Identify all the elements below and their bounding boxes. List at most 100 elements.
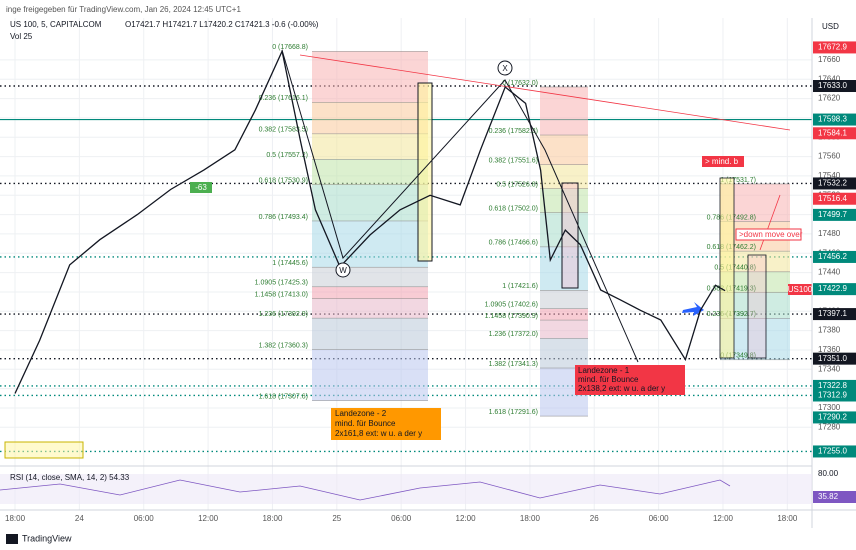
fib-band bbox=[312, 51, 428, 103]
fib-band bbox=[540, 290, 588, 309]
price-tag-label: 17456.2 bbox=[818, 252, 847, 261]
fib-band bbox=[540, 188, 588, 213]
fib-band bbox=[540, 135, 588, 165]
y-tick-label: 17560 bbox=[818, 152, 841, 161]
arrow-icon bbox=[682, 302, 704, 316]
annotation-text: 2x138,2 ext: w u. a der y bbox=[578, 384, 665, 393]
y-tick-label: 17440 bbox=[818, 268, 841, 277]
fib-label: 0.236 (17582.3) bbox=[489, 128, 538, 135]
fib-label: 0.618 (17530.9) bbox=[259, 178, 308, 185]
annotation-box bbox=[735, 228, 802, 241]
logo bbox=[6, 534, 18, 544]
y-tick-label: 17620 bbox=[818, 94, 841, 103]
x-tick-label: 25 bbox=[332, 514, 341, 523]
symbol: US 100, 5, CAPITALCOM bbox=[10, 20, 102, 29]
price-tag bbox=[813, 379, 856, 392]
trend-line bbox=[299, 54, 791, 131]
fib-label: 0 (17632.0) bbox=[502, 80, 538, 87]
fib-label: 0.5 (17526.8) bbox=[496, 182, 538, 189]
fib-label: 1.618 (17307.6) bbox=[259, 393, 308, 400]
rsi-level: 80.00 bbox=[818, 469, 839, 478]
fib-label: 1.236 (17372.0) bbox=[489, 331, 538, 338]
fib-label: 1 (17531.7) bbox=[720, 177, 756, 184]
price-tag bbox=[813, 352, 856, 365]
price-tag bbox=[813, 250, 856, 263]
highlight-box bbox=[719, 177, 735, 359]
currency: USD bbox=[822, 22, 839, 31]
price-tag-label: 17422.9 bbox=[818, 284, 847, 293]
price-tag bbox=[813, 177, 856, 190]
fib-band bbox=[312, 184, 428, 221]
y-tick-label: 17380 bbox=[818, 326, 841, 335]
fib-label: 0.382 (17551.6) bbox=[489, 158, 538, 165]
fib-band bbox=[312, 267, 428, 287]
fib-label: 0.618 (17502.0) bbox=[489, 206, 538, 213]
trend-line bbox=[759, 194, 781, 251]
fib-band bbox=[540, 320, 588, 339]
fib-band bbox=[312, 298, 428, 319]
fib-band bbox=[720, 251, 790, 272]
rsi-current: 35.82 bbox=[818, 492, 839, 501]
x-tick-label: 06:00 bbox=[134, 514, 155, 523]
highlight-box bbox=[4, 441, 84, 459]
fib-label: 0 (17668.8) bbox=[272, 44, 308, 51]
fib-label: 1.1458 (17390.9) bbox=[485, 313, 538, 320]
fib-band bbox=[312, 349, 428, 401]
y-tick-label: 17640 bbox=[818, 74, 841, 83]
price-tag bbox=[813, 113, 856, 126]
fib-band bbox=[720, 271, 790, 293]
fib-label: 0.382 (17583.5) bbox=[259, 127, 308, 134]
rsi-band bbox=[0, 474, 812, 504]
price-tag bbox=[813, 80, 856, 93]
price-tag-label: 17532.2 bbox=[818, 179, 847, 188]
price-tag-label: 17584.1 bbox=[818, 128, 847, 137]
price-tag bbox=[813, 208, 856, 221]
annotation-text: mind. für Bounce bbox=[335, 419, 396, 428]
fib-label: 1 (17445.6) bbox=[272, 260, 308, 267]
fib-label: 1.618 (17291.6) bbox=[489, 409, 538, 416]
x-tick-label: 18:00 bbox=[520, 514, 541, 523]
fib-label: 1.236 (17392.9) bbox=[259, 311, 308, 318]
annotation-text: >down move over bbox=[739, 230, 803, 239]
price-tag bbox=[813, 192, 856, 205]
x-tick-label: 12:00 bbox=[198, 514, 219, 523]
price-tag-label: 17351.0 bbox=[818, 354, 847, 363]
x-tick-label: 24 bbox=[75, 514, 84, 523]
price-tag-label: 17312.9 bbox=[818, 391, 847, 400]
price-tag-label: 17672.9 bbox=[818, 43, 847, 52]
y-tick-label: 17540 bbox=[818, 171, 841, 180]
fib-label: 0.5 (17440.8) bbox=[714, 265, 756, 272]
annotation-text: > mind. b bbox=[705, 157, 739, 166]
fib-band bbox=[312, 102, 428, 134]
y-tick-label: 17300 bbox=[818, 403, 841, 412]
y-tick-label: 17280 bbox=[818, 422, 841, 431]
fib-label: 1 (17421.6) bbox=[502, 283, 538, 290]
price-tag-label: 17499.7 bbox=[818, 210, 847, 219]
price-line-series bbox=[14, 49, 726, 394]
symbol-tag bbox=[788, 284, 812, 295]
annotation-text: mind. für Bounce bbox=[578, 375, 639, 384]
fib-band bbox=[312, 286, 428, 299]
rsi-label: RSI (14, close, SMA, 14, 2) 54.33 bbox=[10, 473, 130, 482]
x-tick-label: 06:00 bbox=[391, 514, 412, 523]
fib-band bbox=[540, 338, 588, 369]
footer-brand: TradingView bbox=[22, 533, 72, 543]
annotation-text: Landezone - 1 bbox=[578, 366, 630, 375]
fib-band bbox=[312, 133, 428, 160]
annotation-box bbox=[575, 365, 685, 395]
x-tick-label: 12:00 bbox=[456, 514, 477, 523]
price-tag-label: 17255.0 bbox=[818, 447, 847, 456]
wave-label: X bbox=[502, 64, 508, 73]
author-line: inge freigegeben für TradingView.com, Ja… bbox=[6, 5, 241, 14]
fib-label: 1.0905 (17425.3) bbox=[255, 280, 308, 287]
fib-band bbox=[312, 159, 428, 185]
price-layer bbox=[14, 49, 726, 394]
price-tag-label: 17516.4 bbox=[818, 194, 847, 203]
rsi-line bbox=[0, 479, 731, 501]
wave-circle bbox=[497, 60, 513, 76]
fib-label: 1.0905 (17402.6) bbox=[485, 302, 538, 309]
fib-band bbox=[312, 318, 428, 350]
price-tag-label: 17290.2 bbox=[818, 413, 847, 422]
